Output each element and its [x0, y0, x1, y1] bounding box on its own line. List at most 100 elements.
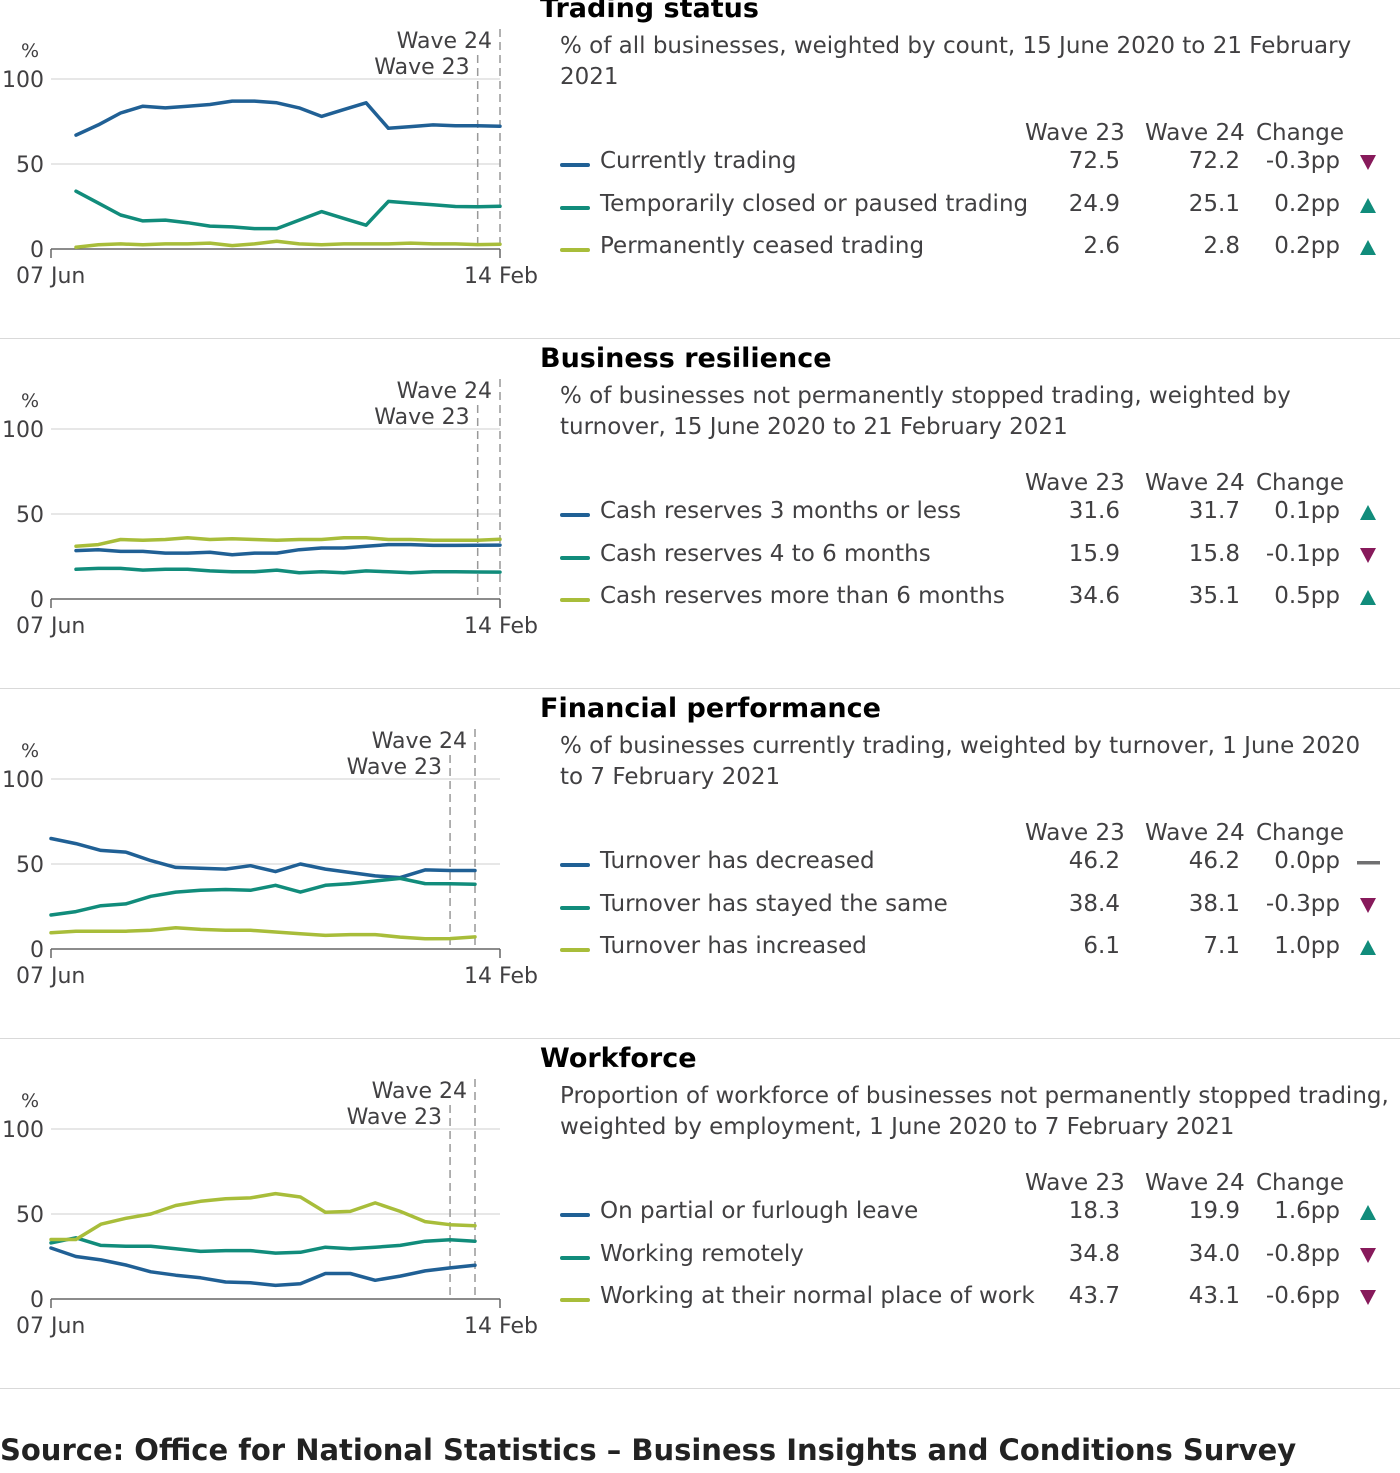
value-change: -0.1pp — [1265, 540, 1340, 567]
x-tick-label-start: 07 Jun — [16, 1314, 85, 1339]
value-change: 0.0pp — [1274, 848, 1340, 874]
y-tick-label: 100 — [2, 418, 44, 443]
value-change: -0.6pp — [1265, 1283, 1340, 1309]
legend-row: Cash reserves 3 months or less 31.6 31.7 0.… — [0, 498, 1400, 530]
up-arrow-icon — [1360, 1205, 1376, 1220]
y-tick-label: 50 — [16, 1203, 44, 1228]
value-wave-b: 46.2 — [1188, 848, 1240, 874]
legend-swatch — [560, 163, 590, 167]
marker-label: Wave 23 — [347, 755, 442, 780]
series-line — [74, 536, 502, 549]
source-note: Source: Office for National Statistics –… — [0, 1433, 1297, 1467]
legend-row: Currently trading 72.5 72.2 -0.3pp — [0, 148, 1400, 180]
y-unit-label: % — [21, 1090, 39, 1112]
header-wave-a: Wave 23 — [1025, 1170, 1125, 1196]
down-arrow-icon — [1360, 1247, 1376, 1263]
series-name: Cash reserves more than 6 months — [600, 583, 1005, 609]
series-line — [74, 566, 502, 575]
legend-row: Temporarily closed or paused trading 24.9… — [0, 190, 1400, 223]
marker-label: Wave 24 — [372, 729, 467, 754]
value-change: 0.5pp — [1274, 583, 1340, 609]
header-wave-a: Wave 23 — [1025, 470, 1125, 496]
y-tick-label: 50 — [16, 503, 44, 528]
value-wave-a: 38.4 — [1068, 890, 1120, 917]
value-wave-a: 31.6 — [1068, 498, 1120, 524]
panel-subtitle: Proportion of workforce of businesses no… — [560, 1083, 1389, 1140]
series-name: Turnover has increased — [600, 933, 867, 959]
panel-subtitle: % of businesses not permanently stopped … — [560, 383, 1291, 440]
value-wave-a: 43.7 — [1068, 1283, 1120, 1309]
header-wave-b: Wave 24 — [1145, 1170, 1245, 1196]
value-wave-a: 34.6 — [1068, 583, 1120, 609]
value-wave-b: 34.0 — [1188, 1240, 1240, 1267]
up-arrow-icon — [1360, 590, 1376, 605]
up-arrow-icon — [1360, 197, 1376, 213]
header-wave-a: Wave 23 — [1025, 820, 1125, 846]
legend-swatch — [560, 1298, 590, 1302]
value-wave-a: 2.6 — [1083, 233, 1120, 259]
value-wave-b: 25.1 — [1188, 190, 1240, 217]
marker-label: Wave 23 — [374, 405, 469, 430]
panel-financial-performance: 0 50 100 07 Jun 14 Feb% Wave 23 Wave 24 Financi… — [0, 693, 1400, 1050]
panel-divider — [0, 338, 1400, 339]
legend-swatch — [560, 1213, 590, 1217]
panel-divider — [0, 1388, 1400, 1389]
value-change: -0.3pp — [1265, 890, 1340, 917]
value-wave-a: 24.9 — [1068, 190, 1120, 217]
y-tick-label: 0 — [30, 588, 44, 613]
value-change: -0.3pp — [1265, 148, 1340, 174]
down-arrow-icon — [1360, 897, 1376, 913]
legend-row: Working at their normal place of work 43.… — [0, 1283, 1400, 1315]
value-wave-b: 19.9 — [1188, 1198, 1240, 1224]
panel-title: Financial performance — [540, 693, 881, 724]
marker-label: Wave 23 — [374, 55, 469, 80]
panel-workforce: 0 50 100 07 Jun 14 Feb% Wave 23 Wave 24 Workfor… — [0, 1043, 1400, 1400]
marker-label: Wave 24 — [397, 29, 492, 54]
y-unit-label: % — [21, 390, 39, 412]
header-wave-b: Wave 24 — [1145, 820, 1245, 846]
value-wave-b: 31.7 — [1188, 498, 1240, 524]
value-wave-b: 38.1 — [1188, 890, 1240, 917]
panel-subtitle: % of businesses currently trading, weigh… — [560, 733, 1361, 790]
series-name: On partial or furlough leave — [600, 1198, 919, 1224]
legend-swatch — [560, 205, 590, 210]
down-arrow-icon — [1360, 547, 1376, 563]
y-tick-label: 0 — [30, 938, 44, 963]
legend-swatch — [560, 1255, 590, 1260]
value-wave-a: 15.9 — [1068, 540, 1120, 567]
value-wave-b: 43.1 — [1188, 1283, 1240, 1309]
x-tick-label-end: 14 Feb — [464, 264, 538, 289]
x-tick-label-start: 07 Jun — [16, 614, 85, 639]
legend-swatch — [560, 598, 590, 602]
header-change: Change — [1256, 1170, 1345, 1196]
up-arrow-icon — [1360, 505, 1376, 520]
legend-swatch — [560, 905, 590, 910]
value-wave-a: 34.8 — [1068, 1240, 1120, 1267]
value-wave-b: 35.1 — [1188, 583, 1240, 609]
series-line — [74, 189, 502, 231]
legend-swatch — [560, 513, 590, 517]
series-name: Cash reserves 3 months or less — [600, 498, 962, 524]
legend-swatch — [560, 863, 590, 867]
series-line — [49, 926, 477, 941]
value-wave-b: 72.2 — [1188, 148, 1240, 174]
series-name: Temporarily closed or paused trading — [600, 190, 1029, 217]
series-name: Turnover has stayed the same — [600, 890, 948, 917]
legend-row: Turnover has stayed the same 38.4 38.1 -0.3… — [0, 890, 1400, 923]
series-name: Permanently ceased trading — [600, 233, 925, 259]
x-tick-label-end: 14 Feb — [464, 614, 538, 639]
series-name: Turnover has decreased — [600, 848, 875, 874]
no-change-icon — [1357, 861, 1380, 865]
panel-title: Business resilience — [540, 343, 832, 374]
value-wave-a: 72.5 — [1068, 148, 1120, 174]
series-line — [49, 1236, 477, 1255]
legend-row: Cash reserves more than 6 months 34.6 35.1… — [0, 583, 1400, 615]
legend-row: On partial or furlough leave 18.3 19.9 1.6p… — [0, 1198, 1400, 1230]
series-name: Working at their normal place of work — [600, 1283, 1035, 1309]
down-arrow-icon — [1360, 155, 1376, 170]
series-line — [74, 99, 502, 137]
